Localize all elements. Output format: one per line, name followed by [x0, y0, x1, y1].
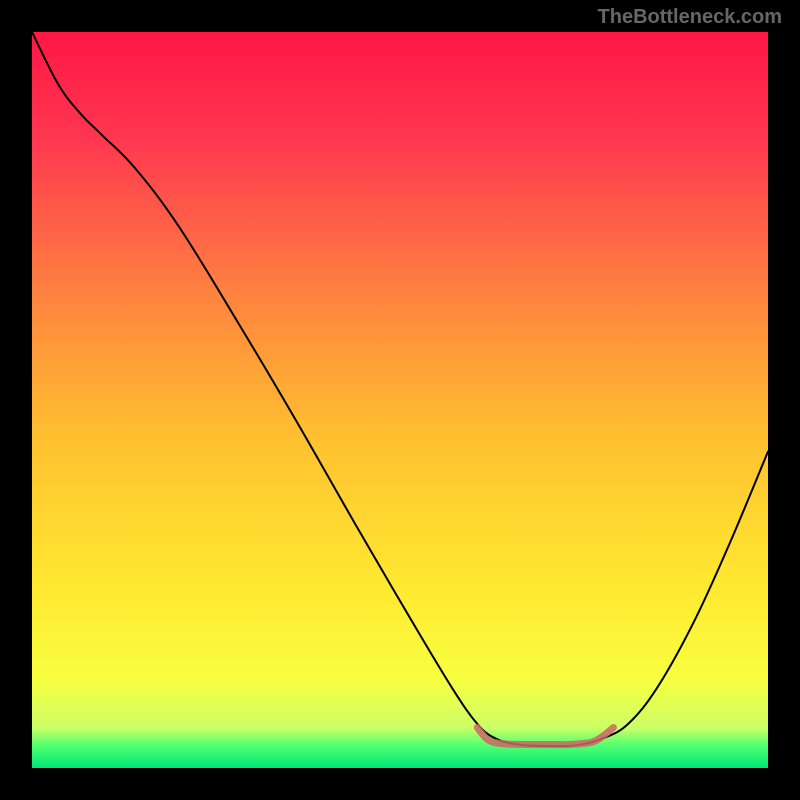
chart-container: [32, 32, 768, 768]
chart-background: [32, 32, 768, 768]
watermark-text: TheBottleneck.com: [598, 6, 782, 29]
bottleneck-chart: [32, 32, 768, 768]
